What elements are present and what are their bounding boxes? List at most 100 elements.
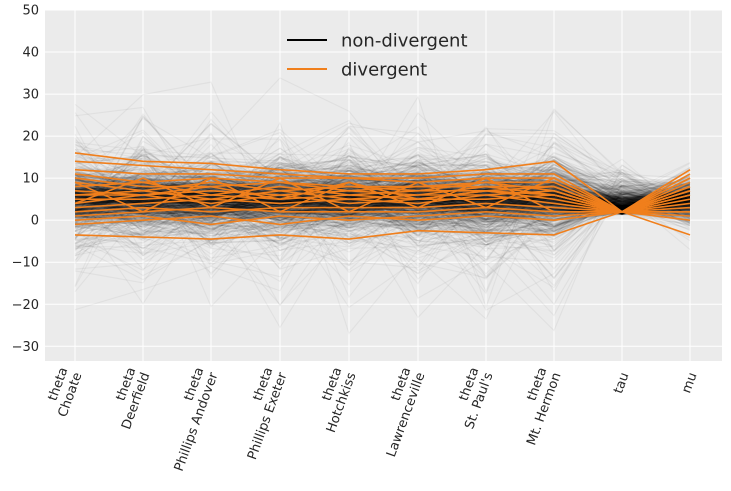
non-divergent-line: [74, 170, 691, 210]
divergent-line: [74, 177, 690, 213]
non-divergent-line: [74, 132, 691, 280]
divergent-line: [74, 160, 691, 213]
non-divergent-line: [74, 192, 691, 306]
y-tick-label: −10: [12, 256, 39, 271]
non-divergent-line: [74, 122, 691, 216]
non-divergent-line: [74, 155, 691, 287]
grid-lines: [45, 9, 722, 361]
non-divergent-line: [74, 166, 691, 244]
non-divergent-line: [74, 206, 691, 225]
non-divergent-line: [74, 191, 691, 210]
divergent-line: [74, 194, 691, 213]
non-divergent-line: [74, 185, 691, 217]
non-divergent-line: [74, 193, 691, 233]
non-divergent-line: [74, 194, 691, 225]
non-divergent-line: [74, 167, 691, 239]
divergent-line: [74, 177, 691, 213]
y-tick-label: 20: [22, 130, 39, 145]
x-tick-label: tau: [611, 371, 632, 396]
non-divergent-line: [74, 195, 691, 213]
non-divergent-line: [74, 210, 691, 222]
non-divergent-line: [74, 201, 691, 213]
non-divergent-line: [74, 183, 691, 214]
divergent-line: [74, 211, 691, 226]
y-tick-labels: 50 40 30 20 10 0 −10 −20 −30: [12, 4, 39, 355]
non-divergent-line: [74, 172, 691, 222]
non-divergent-line: [74, 185, 691, 212]
non-divergent-line: [74, 170, 691, 218]
non-divergent-line: [74, 190, 691, 289]
non-divergent-line: [74, 145, 691, 209]
non-divergent-line: [74, 152, 691, 208]
non-divergent-line: [74, 141, 691, 208]
non-divergent-line: [74, 122, 691, 196]
non-divergent-line: [74, 142, 691, 281]
non-divergent-line: [74, 198, 691, 214]
non-divergent-line: [74, 204, 691, 232]
legend: non-divergent divergent: [287, 31, 468, 81]
non-divergent-line: [74, 181, 691, 215]
non-divergent-line: [74, 151, 691, 207]
non-divergent-line: [74, 207, 691, 224]
y-tick-label: 10: [22, 172, 39, 187]
non-divergent-line: [74, 166, 691, 204]
non-divergent-line: [74, 197, 691, 218]
non-divergent-line: [74, 195, 691, 212]
non-divergent-line: [74, 144, 691, 216]
non-divergent-line: [74, 191, 691, 280]
non-divergent-line: [74, 155, 691, 222]
non-divergent-line: [74, 211, 691, 238]
divergent-line: [74, 211, 691, 240]
non-divergent-line: [74, 188, 691, 274]
non-divergent-line: [74, 143, 691, 278]
non-divergent-line: [74, 178, 691, 305]
non-divergent-line: [74, 196, 691, 213]
non-divergent-line: [74, 211, 691, 234]
non-divergent-line: [74, 110, 691, 209]
non-divergent-line: [74, 135, 691, 317]
y-tick-label: −20: [12, 298, 39, 313]
non-divergent-line: [74, 176, 691, 320]
y-tick-label: 40: [22, 46, 39, 61]
non-divergent-line: [74, 152, 691, 208]
y-tick-label: −30: [12, 340, 39, 355]
non-divergent-line: [74, 170, 691, 239]
non-divergent-line: [74, 149, 691, 231]
non-divergent-line: [74, 194, 691, 211]
non-divergent-line: [74, 172, 691, 213]
non-divergent-line: [74, 179, 691, 279]
y-tick-label: 0: [31, 214, 39, 229]
non-divergent-line: [74, 199, 691, 218]
non-divergent-line: [74, 153, 691, 200]
divergent-line: [74, 152, 691, 213]
non-divergent-line: [74, 161, 691, 272]
non-divergent-line: [74, 183, 691, 306]
y-tick-label: 50: [22, 4, 39, 19]
non-divergent-line: [74, 155, 691, 218]
non-divergent-line: [74, 154, 691, 256]
non-divergent-line: [74, 77, 691, 332]
non-divergent-line: [74, 164, 691, 284]
non-divergent-line: [74, 213, 691, 228]
non-divergent-line: [74, 200, 691, 214]
divergent-line: [74, 173, 691, 213]
legend-label: non-divergent: [341, 31, 468, 52]
x-tick-label: mu: [679, 371, 700, 396]
non-divergent-line: [74, 182, 691, 262]
legend-label: divergent: [341, 60, 427, 81]
non-divergent-line: [74, 205, 691, 214]
non-divergent-line: [74, 132, 691, 247]
non-divergent-line: [74, 159, 691, 210]
non-divergent-line: [74, 108, 691, 275]
non-divergent-line: [74, 128, 691, 237]
non-divergent-line: [74, 119, 691, 216]
